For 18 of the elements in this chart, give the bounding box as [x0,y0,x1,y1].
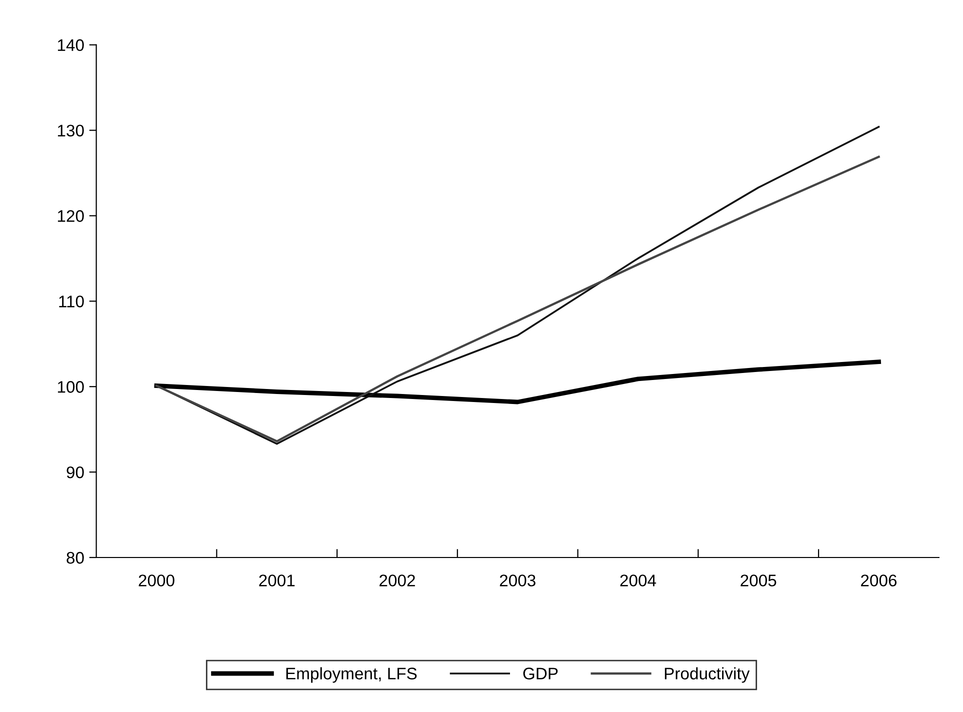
x-tick-label: 2006 [861,574,897,586]
y-tick-label: 130 [58,124,84,136]
y-tick-label: 90 [66,466,84,478]
line-series [154,360,881,404]
legend-label: GDP [523,668,558,680]
x-tick-label: 2005 [740,574,776,586]
y-tick-label: 110 [59,296,84,308]
x-tick-label: 2002 [380,574,415,586]
x-tick-label: 2001 [259,574,295,586]
y-tick-label: 140 [58,39,84,52]
legend-label: Employment, LFS [286,667,417,683]
y-tick-label: 100 [58,381,84,393]
x-tick-label: 2003 [500,574,536,586]
legend-label: Productivity [664,667,750,683]
x-tick-label: 2000 [138,574,174,586]
x-tick-label: 2004 [620,574,656,586]
y-tick-label: 80 [66,552,84,564]
y-tick-label: 120 [58,210,84,222]
